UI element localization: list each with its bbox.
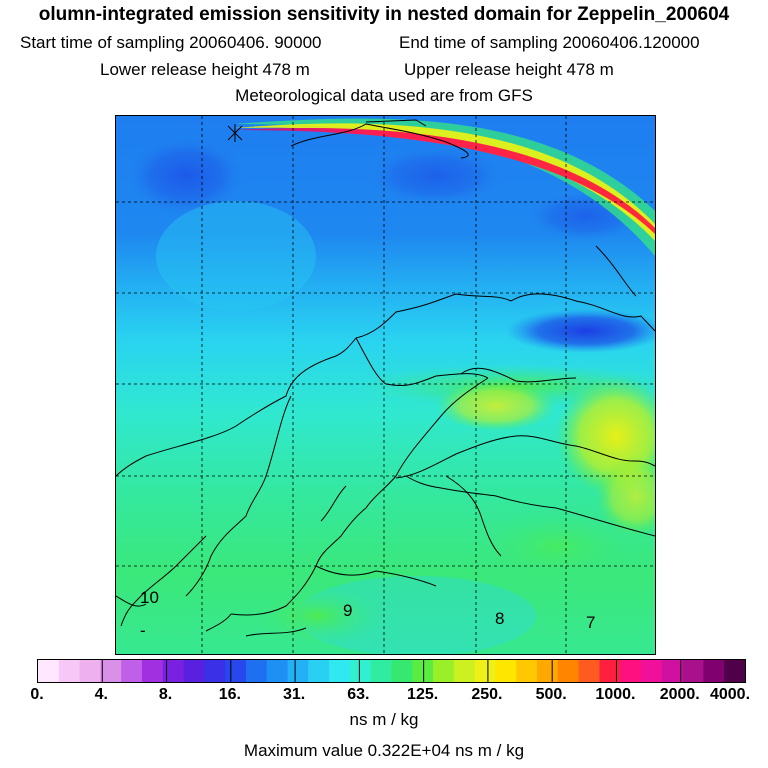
colorbar-swatch xyxy=(38,660,60,682)
colorbar-tick-label: 4. xyxy=(94,686,108,703)
colorbar-swatch xyxy=(433,660,455,682)
colorbar-swatch xyxy=(287,660,309,682)
colorbar-swatch xyxy=(329,660,351,682)
colorbar-swatch xyxy=(349,660,372,682)
upper-release-height: Upper release height 478 m xyxy=(404,60,614,79)
contour-label: 9 xyxy=(343,601,352,620)
contour-label: 8 xyxy=(495,609,504,628)
colorbar-tick-label: 250. xyxy=(471,686,503,703)
colorbar-swatch xyxy=(661,660,684,682)
colorbar-swatch xyxy=(79,660,101,682)
colorbar-swatch xyxy=(537,660,559,682)
contour-label: 7 xyxy=(586,613,595,632)
units-label: ns m / kg xyxy=(349,710,419,729)
colorbar-swatch xyxy=(100,660,122,682)
colorbar-swatch xyxy=(121,660,143,682)
colorbar-swatch xyxy=(682,660,704,682)
max-value-label: Maximum value 0.322E+04 ns m / kg xyxy=(243,741,525,760)
colorbar-swatch xyxy=(266,660,289,682)
colorbar-swatch xyxy=(391,660,413,682)
colorbar-swatch xyxy=(225,660,247,682)
colorbar-swatch xyxy=(204,660,226,682)
colorbar-swatch xyxy=(245,660,268,682)
colorbar-tick-label: 4000. xyxy=(709,686,751,703)
colorbar-swatch xyxy=(183,660,205,682)
colorbar-swatch xyxy=(474,660,496,682)
colorbar-swatch xyxy=(453,660,476,682)
colorbar-swatch xyxy=(516,660,538,682)
colorbar-tick-label: 0. xyxy=(30,686,44,703)
colorbar-swatch xyxy=(495,660,517,682)
colorbar-swatch xyxy=(703,660,725,682)
colorbar-tick-label: 2000. xyxy=(659,686,700,703)
colorbar-tick-label: 63. xyxy=(347,686,370,703)
contour-label: - xyxy=(140,621,146,640)
colorbar-tick-label: 8. xyxy=(158,686,173,703)
met-data-label: Meteorological data used are from GFS xyxy=(235,86,533,105)
colorbar-swatch xyxy=(141,660,164,682)
start-time-label: Start time of sampling 20060406. 90000 xyxy=(20,33,322,52)
plot-title: olumn-integrated emission sensitivity in… xyxy=(38,4,730,25)
colorbar-swatch xyxy=(162,660,185,682)
colorbar-swatch xyxy=(724,660,745,682)
colorbar-swatch xyxy=(58,660,81,682)
contour-label: 10 xyxy=(140,588,159,607)
colorbar-swatch xyxy=(599,660,621,682)
colorbar-swatch xyxy=(557,660,580,682)
colorbar-swatch xyxy=(620,660,642,682)
colorbar-tick-label: 125. xyxy=(407,686,439,703)
colorbar-swatch xyxy=(370,660,392,682)
colorbar-swatch xyxy=(308,660,330,682)
colorbar-swatch xyxy=(578,660,600,682)
colorbar-tick-label: 1000. xyxy=(595,686,636,703)
colorbar-swatch xyxy=(641,660,663,682)
end-time-label: End time of sampling 20060406.120000 xyxy=(399,33,700,52)
colorbar-tick-label: 500. xyxy=(535,686,567,703)
colorbar-tick-label: 31. xyxy=(282,686,306,703)
colorbar xyxy=(37,659,746,683)
colorbar-swatch xyxy=(412,660,434,682)
lower-release-height: Lower release height 478 m xyxy=(100,60,310,79)
colorbar-tick-label: 16. xyxy=(218,686,241,703)
sensitivity-map: 10 9 8 7 - xyxy=(115,115,656,655)
